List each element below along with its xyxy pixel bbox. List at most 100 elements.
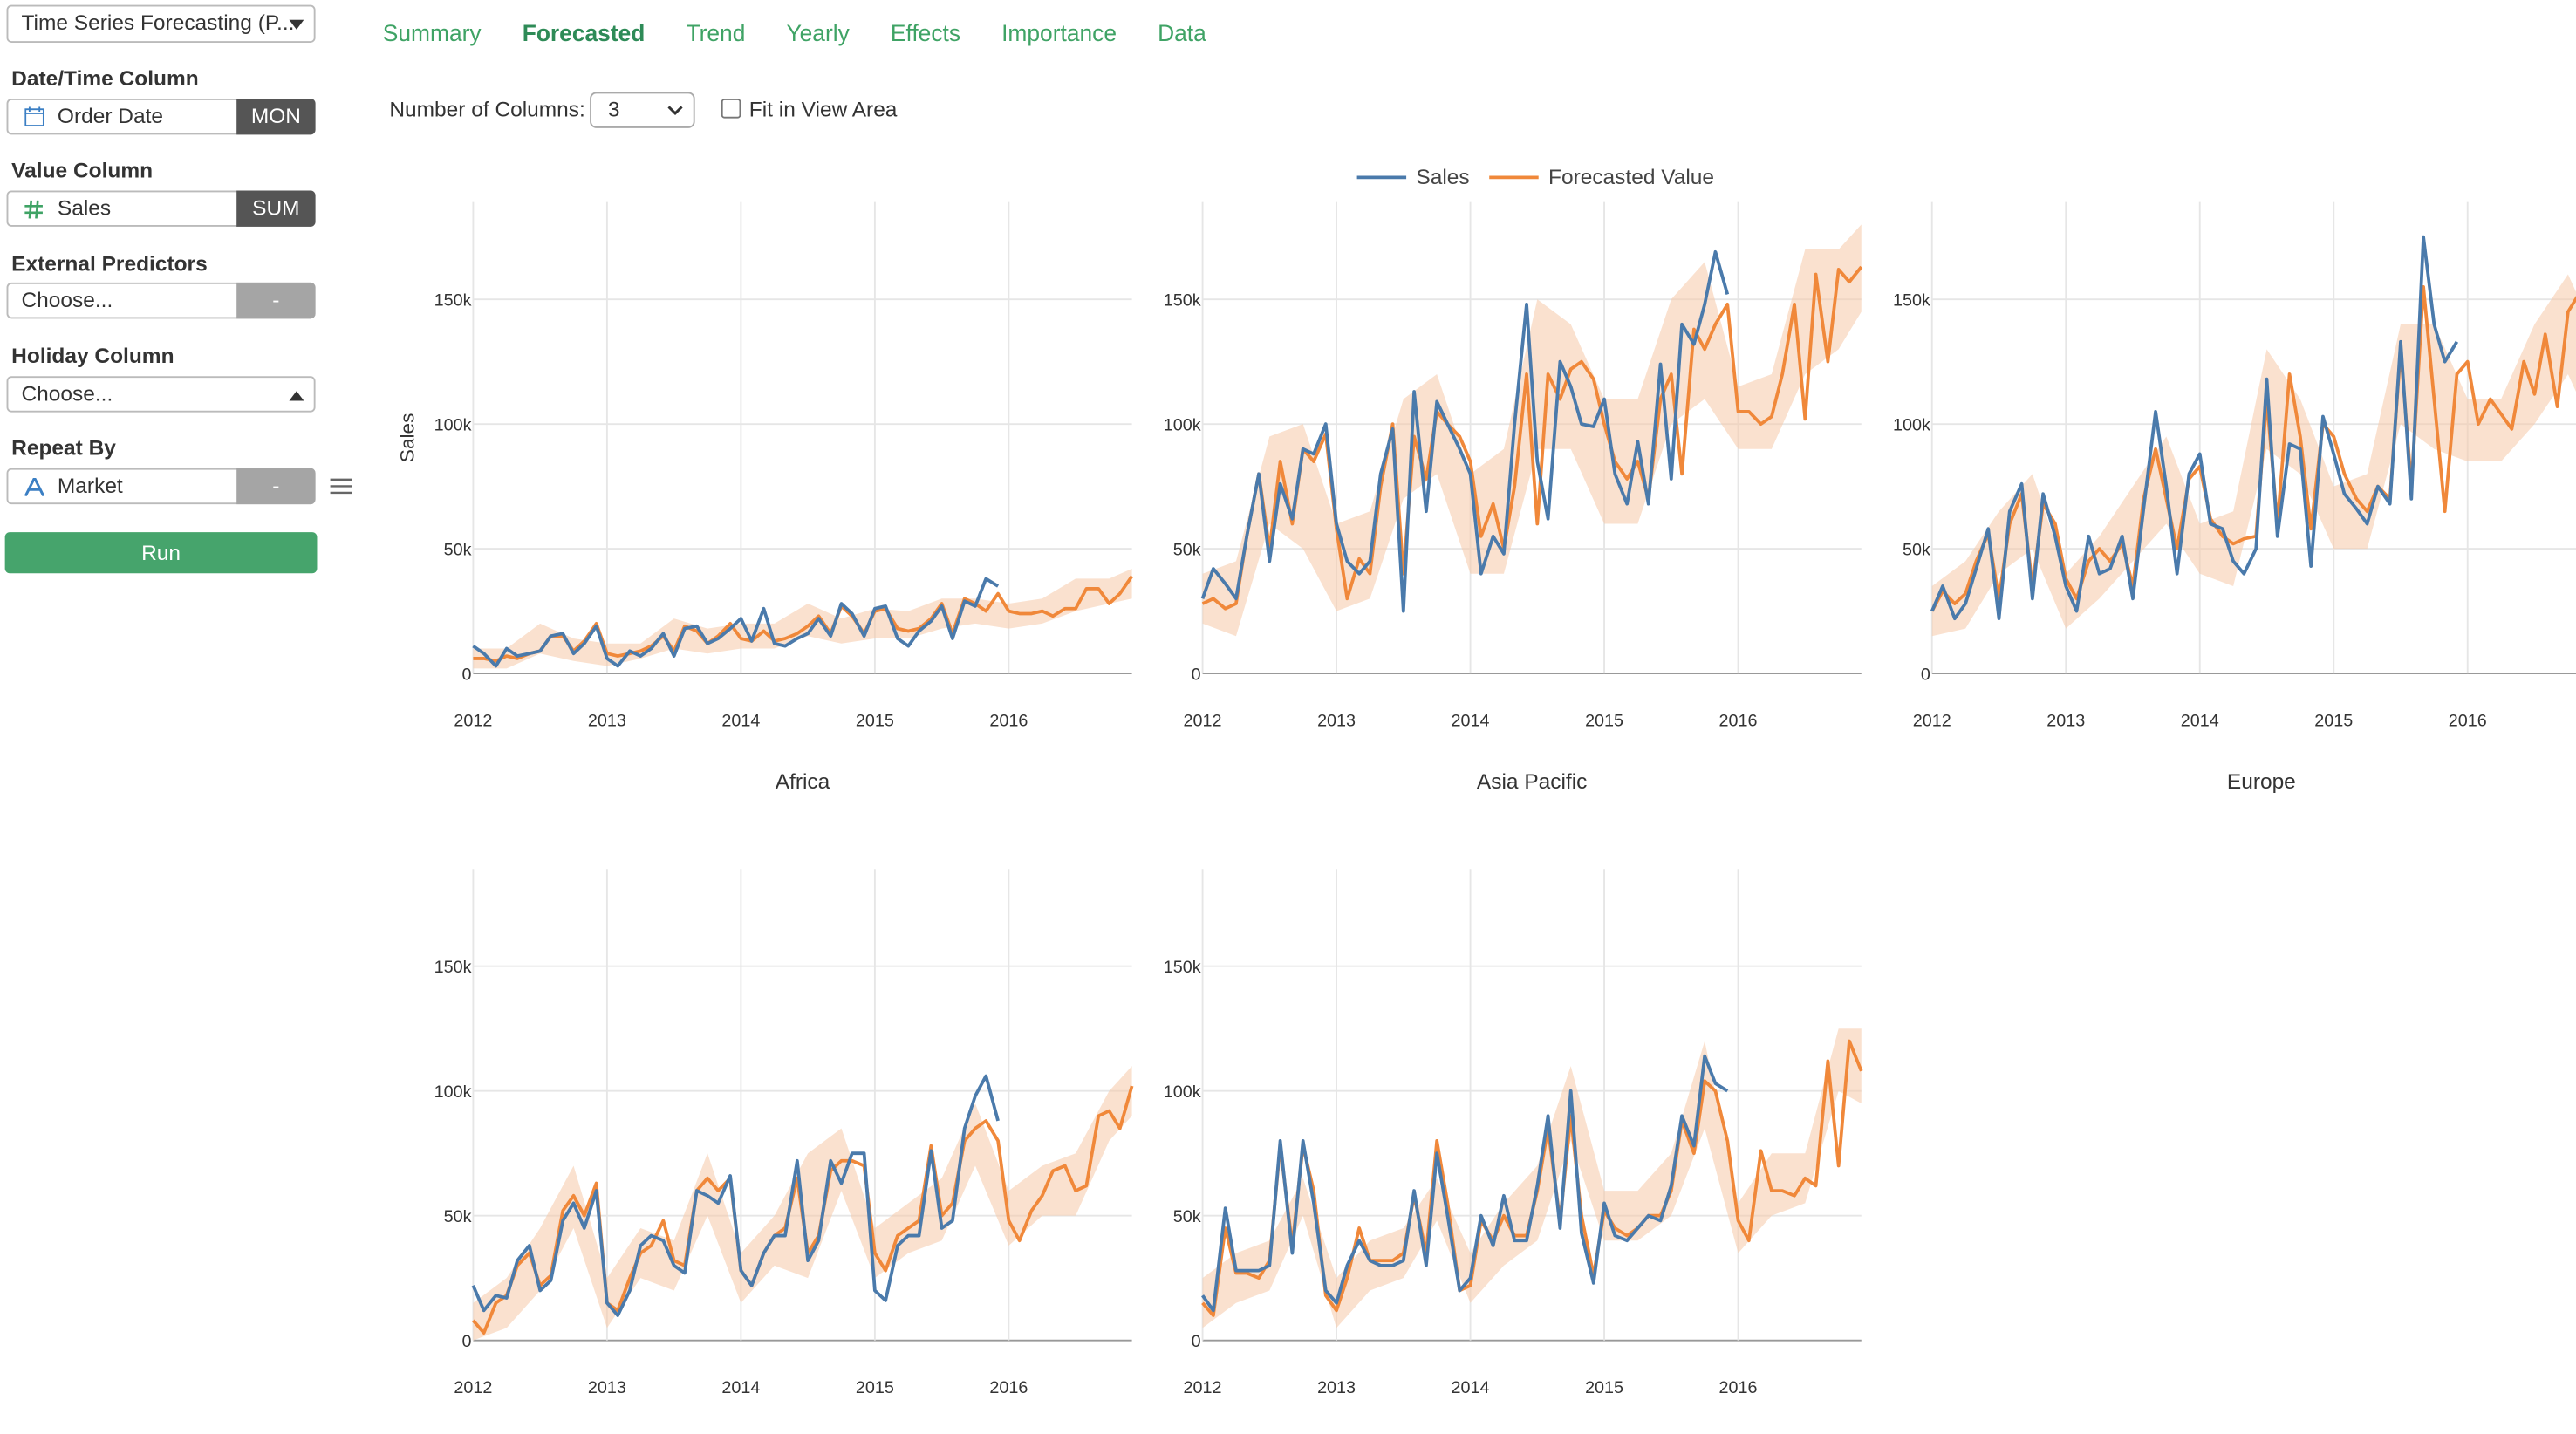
repeat-field[interactable]: Market - bbox=[6, 468, 316, 505]
series-line bbox=[473, 575, 1134, 663]
date-label: Date/Time Column bbox=[11, 65, 199, 91]
tab[interactable]: Trend bbox=[686, 19, 746, 46]
x-tick-label: 2015 bbox=[856, 1378, 894, 1397]
value-field-text: Sales bbox=[57, 195, 112, 221]
predictors-text: Choose... bbox=[21, 287, 113, 312]
chart-panel: 0 50k 100k 150k 2012 2013 2014 2015 2016 Asia Pac… bbox=[1164, 201, 1863, 794]
repeat-label: Repeat By bbox=[11, 435, 116, 461]
repeat-button[interactable]: - bbox=[236, 468, 316, 505]
x-tick-label: 2016 bbox=[989, 711, 1028, 730]
y-tick-label: 50k bbox=[444, 1207, 472, 1226]
x-tick-label: 2013 bbox=[588, 711, 626, 730]
x-tick-label: 2014 bbox=[1452, 1378, 1490, 1397]
chart-title: Europe bbox=[2227, 770, 2296, 794]
value-field[interactable]: Sales SUM bbox=[6, 190, 316, 227]
x-tick-label: 2015 bbox=[2314, 711, 2353, 730]
caret-up bbox=[289, 391, 304, 401]
holiday-label: Holiday Column bbox=[11, 343, 174, 368]
confidence-band bbox=[1202, 1028, 1862, 1328]
chart-panel: 0 50k 100k 150k 2012 2013 2014 2015 2016 bbox=[434, 869, 1134, 1397]
x-tick-label: 2015 bbox=[856, 711, 894, 730]
chart-title: Asia Pacific bbox=[1477, 770, 1587, 794]
x-tick-label: 2012 bbox=[454, 1378, 492, 1397]
y-tick-label: 150k bbox=[1164, 291, 1201, 311]
chart-panel: 0 50k 100k 150k 2012 2013 2014 2015 2016 bbox=[1164, 869, 1863, 1397]
calendar-icon bbox=[24, 106, 44, 127]
x-tick-label: 2012 bbox=[1913, 711, 1951, 730]
y-axis-label: Sales bbox=[397, 413, 419, 462]
run-button[interactable]: Run bbox=[4, 532, 318, 574]
columns-select[interactable]: 3 bbox=[590, 92, 695, 128]
tabs: Summary Forecasted Trend Yearly Effects Impor… bbox=[383, 20, 1206, 46]
holiday-dropdown[interactable]: Choose... bbox=[6, 376, 316, 413]
date-field[interactable]: Order Date MON bbox=[6, 98, 316, 135]
y-tick-label: 0 bbox=[1192, 666, 1201, 685]
series-line bbox=[472, 577, 1000, 668]
y-tick-label: 0 bbox=[1192, 1332, 1201, 1351]
legend-label: Forecasted Value bbox=[1548, 166, 1714, 189]
tab[interactable]: Forecasted bbox=[522, 19, 646, 46]
y-tick-label: 150k bbox=[1164, 958, 1201, 977]
y-tick-label: 100k bbox=[434, 416, 472, 435]
text-icon bbox=[24, 477, 44, 496]
series-line bbox=[1201, 265, 1863, 611]
tab[interactable]: Data bbox=[1158, 19, 1206, 46]
fit-label: Fit in View Area bbox=[748, 97, 898, 122]
caret-down bbox=[289, 19, 304, 30]
series-line bbox=[1200, 249, 1730, 613]
x-tick-label: 2014 bbox=[721, 1378, 760, 1397]
x-tick-label: 2015 bbox=[1585, 711, 1623, 730]
chart-panel: 0 50k 100k 150k 2012 2013 2014 2015 2016 Africa Sa… bbox=[397, 201, 1134, 794]
columns-value: 3 bbox=[607, 97, 620, 122]
y-tick-label: 100k bbox=[1893, 416, 1930, 435]
menu-icon[interactable] bbox=[330, 476, 352, 496]
x-tick-label: 2012 bbox=[1184, 711, 1222, 730]
x-tick-label: 2014 bbox=[721, 711, 760, 730]
y-tick-label: 50k bbox=[1903, 541, 1930, 560]
series-line bbox=[471, 1074, 1000, 1317]
columns-label: Number of Columns: bbox=[389, 97, 585, 122]
y-tick-label: 50k bbox=[1173, 541, 1201, 560]
x-tick-label: 2016 bbox=[1719, 711, 1758, 730]
holiday-text: Choose... bbox=[21, 380, 113, 406]
y-tick-label: 50k bbox=[1173, 1207, 1201, 1226]
value-label: Value Column bbox=[11, 157, 154, 183]
predictors-button[interactable]: - bbox=[236, 282, 316, 319]
tab[interactable]: Yearly bbox=[786, 19, 850, 46]
number-icon bbox=[24, 200, 43, 219]
date-unit[interactable]: MON bbox=[236, 98, 316, 135]
tab[interactable]: Importance bbox=[1001, 19, 1117, 46]
x-tick-label: 2013 bbox=[1317, 711, 1356, 730]
date-field-text: Order Date bbox=[57, 103, 164, 128]
analysis-dropdown[interactable]: Time Series Forecasting (P... bbox=[6, 4, 316, 43]
analysis-text: Time Series Forecasting (P... bbox=[21, 10, 295, 35]
y-tick-label: 150k bbox=[434, 958, 472, 977]
tab[interactable]: Summary bbox=[382, 19, 482, 46]
predictors-label: External Predictors bbox=[11, 251, 208, 277]
x-tick-label: 2014 bbox=[1452, 711, 1490, 730]
repeat-field-text: Market bbox=[57, 473, 123, 498]
chart-panel: 0 50k 100k 150k 2012 2013 2014 2015 2016 Europe bbox=[1893, 201, 2576, 794]
y-tick-label: 50k bbox=[444, 541, 472, 560]
tab[interactable]: Effects bbox=[890, 19, 961, 46]
series-line bbox=[1930, 235, 2459, 621]
x-tick-label: 2013 bbox=[2046, 711, 2085, 730]
x-tick-label: 2015 bbox=[1585, 1378, 1623, 1397]
y-tick-label: 100k bbox=[1164, 416, 1201, 435]
series-line bbox=[1201, 1054, 1729, 1313]
x-tick-label: 2012 bbox=[1184, 1378, 1222, 1397]
y-tick-label: 100k bbox=[1164, 1082, 1201, 1102]
x-tick-label: 2014 bbox=[2181, 711, 2219, 730]
predictors-field[interactable]: Choose... - bbox=[6, 282, 316, 319]
y-tick-label: 150k bbox=[1893, 291, 1930, 311]
value-agg[interactable]: SUM bbox=[236, 190, 316, 227]
y-tick-label: 0 bbox=[1921, 666, 1930, 685]
y-tick-label: 100k bbox=[434, 1082, 472, 1102]
x-tick-label: 2013 bbox=[588, 1378, 626, 1397]
y-tick-label: 0 bbox=[462, 666, 472, 685]
y-tick-label: 0 bbox=[462, 1332, 472, 1351]
fit-checkbox[interactable] bbox=[721, 98, 741, 119]
x-tick-label: 2012 bbox=[454, 711, 492, 730]
select-arrow bbox=[667, 106, 683, 115]
